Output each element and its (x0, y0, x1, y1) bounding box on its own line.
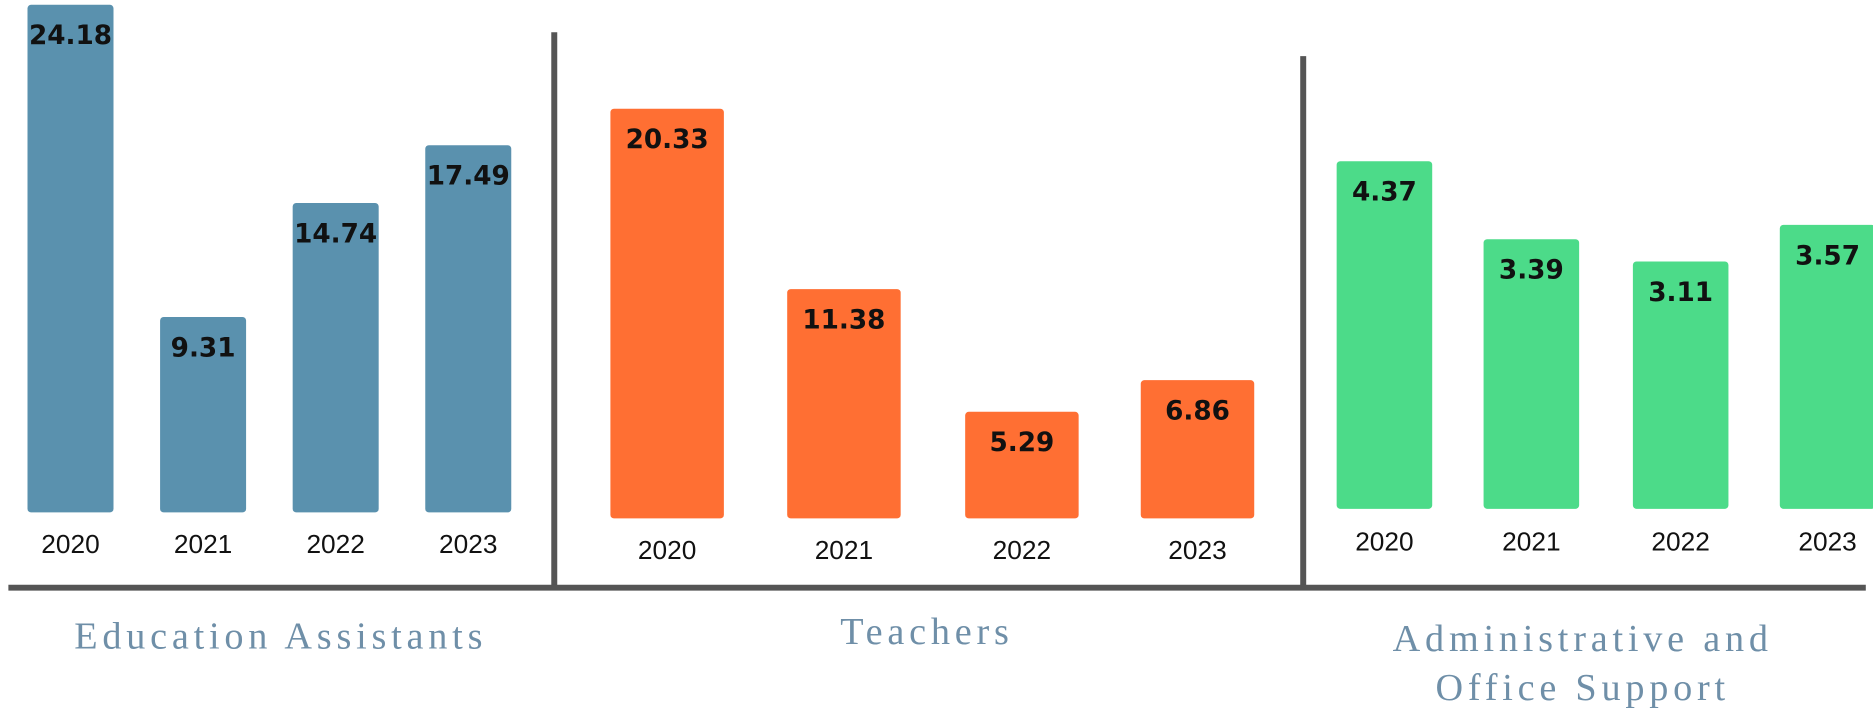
x-tick-label: 2021 (174, 529, 232, 559)
data-label: 14.74 (294, 219, 377, 249)
x-tick-label: 2021 (1502, 527, 1560, 557)
data-label: 5.29 (989, 428, 1054, 458)
data-label: 3.39 (1499, 256, 1564, 286)
bar (1336, 161, 1433, 509)
bar (160, 316, 247, 513)
x-tick-label: 2020 (1355, 527, 1413, 557)
data-label: 3.11 (1648, 278, 1713, 308)
bar (1483, 239, 1580, 509)
bar (1140, 380, 1255, 519)
bar (965, 411, 1079, 519)
x-tick-label: 2023 (1798, 527, 1856, 557)
x-tick-label: 2022 (1651, 527, 1709, 557)
chart-title: Administrative and Office Support (1392, 616, 1773, 709)
bar (425, 145, 512, 513)
data-label: 24.18 (29, 21, 112, 51)
x-tick-label: 2021 (815, 535, 873, 565)
bar (610, 108, 724, 519)
bar (292, 202, 379, 513)
chart-title: Education Assistants (74, 613, 488, 657)
chart-title-box: Administrative and Office Support (1392, 616, 1773, 709)
data-label: 11.38 (802, 305, 885, 335)
x-tick-label: 2022 (993, 535, 1051, 565)
chart-title-box: Education Assistants (74, 613, 488, 657)
data-label: 20.33 (626, 125, 709, 155)
data-label: 9.31 (171, 333, 236, 363)
chart-title: Teachers (840, 609, 1014, 653)
x-tick-label: 2022 (306, 529, 364, 559)
data-label: 17.49 (427, 162, 510, 192)
bar (1632, 261, 1729, 509)
data-label: 3.57 (1795, 241, 1860, 271)
bar (1779, 224, 1873, 509)
x-tick-label: 2020 (638, 535, 696, 565)
chart-title-box: Teachers (840, 609, 1014, 653)
x-tick-label: 2023 (439, 529, 497, 559)
data-label: 6.86 (1165, 397, 1230, 427)
x-tick-label: 2020 (41, 529, 99, 559)
bar (787, 289, 901, 519)
bar (27, 4, 114, 513)
data-label: 4.37 (1352, 178, 1417, 208)
x-tick-label: 2023 (1168, 535, 1226, 565)
